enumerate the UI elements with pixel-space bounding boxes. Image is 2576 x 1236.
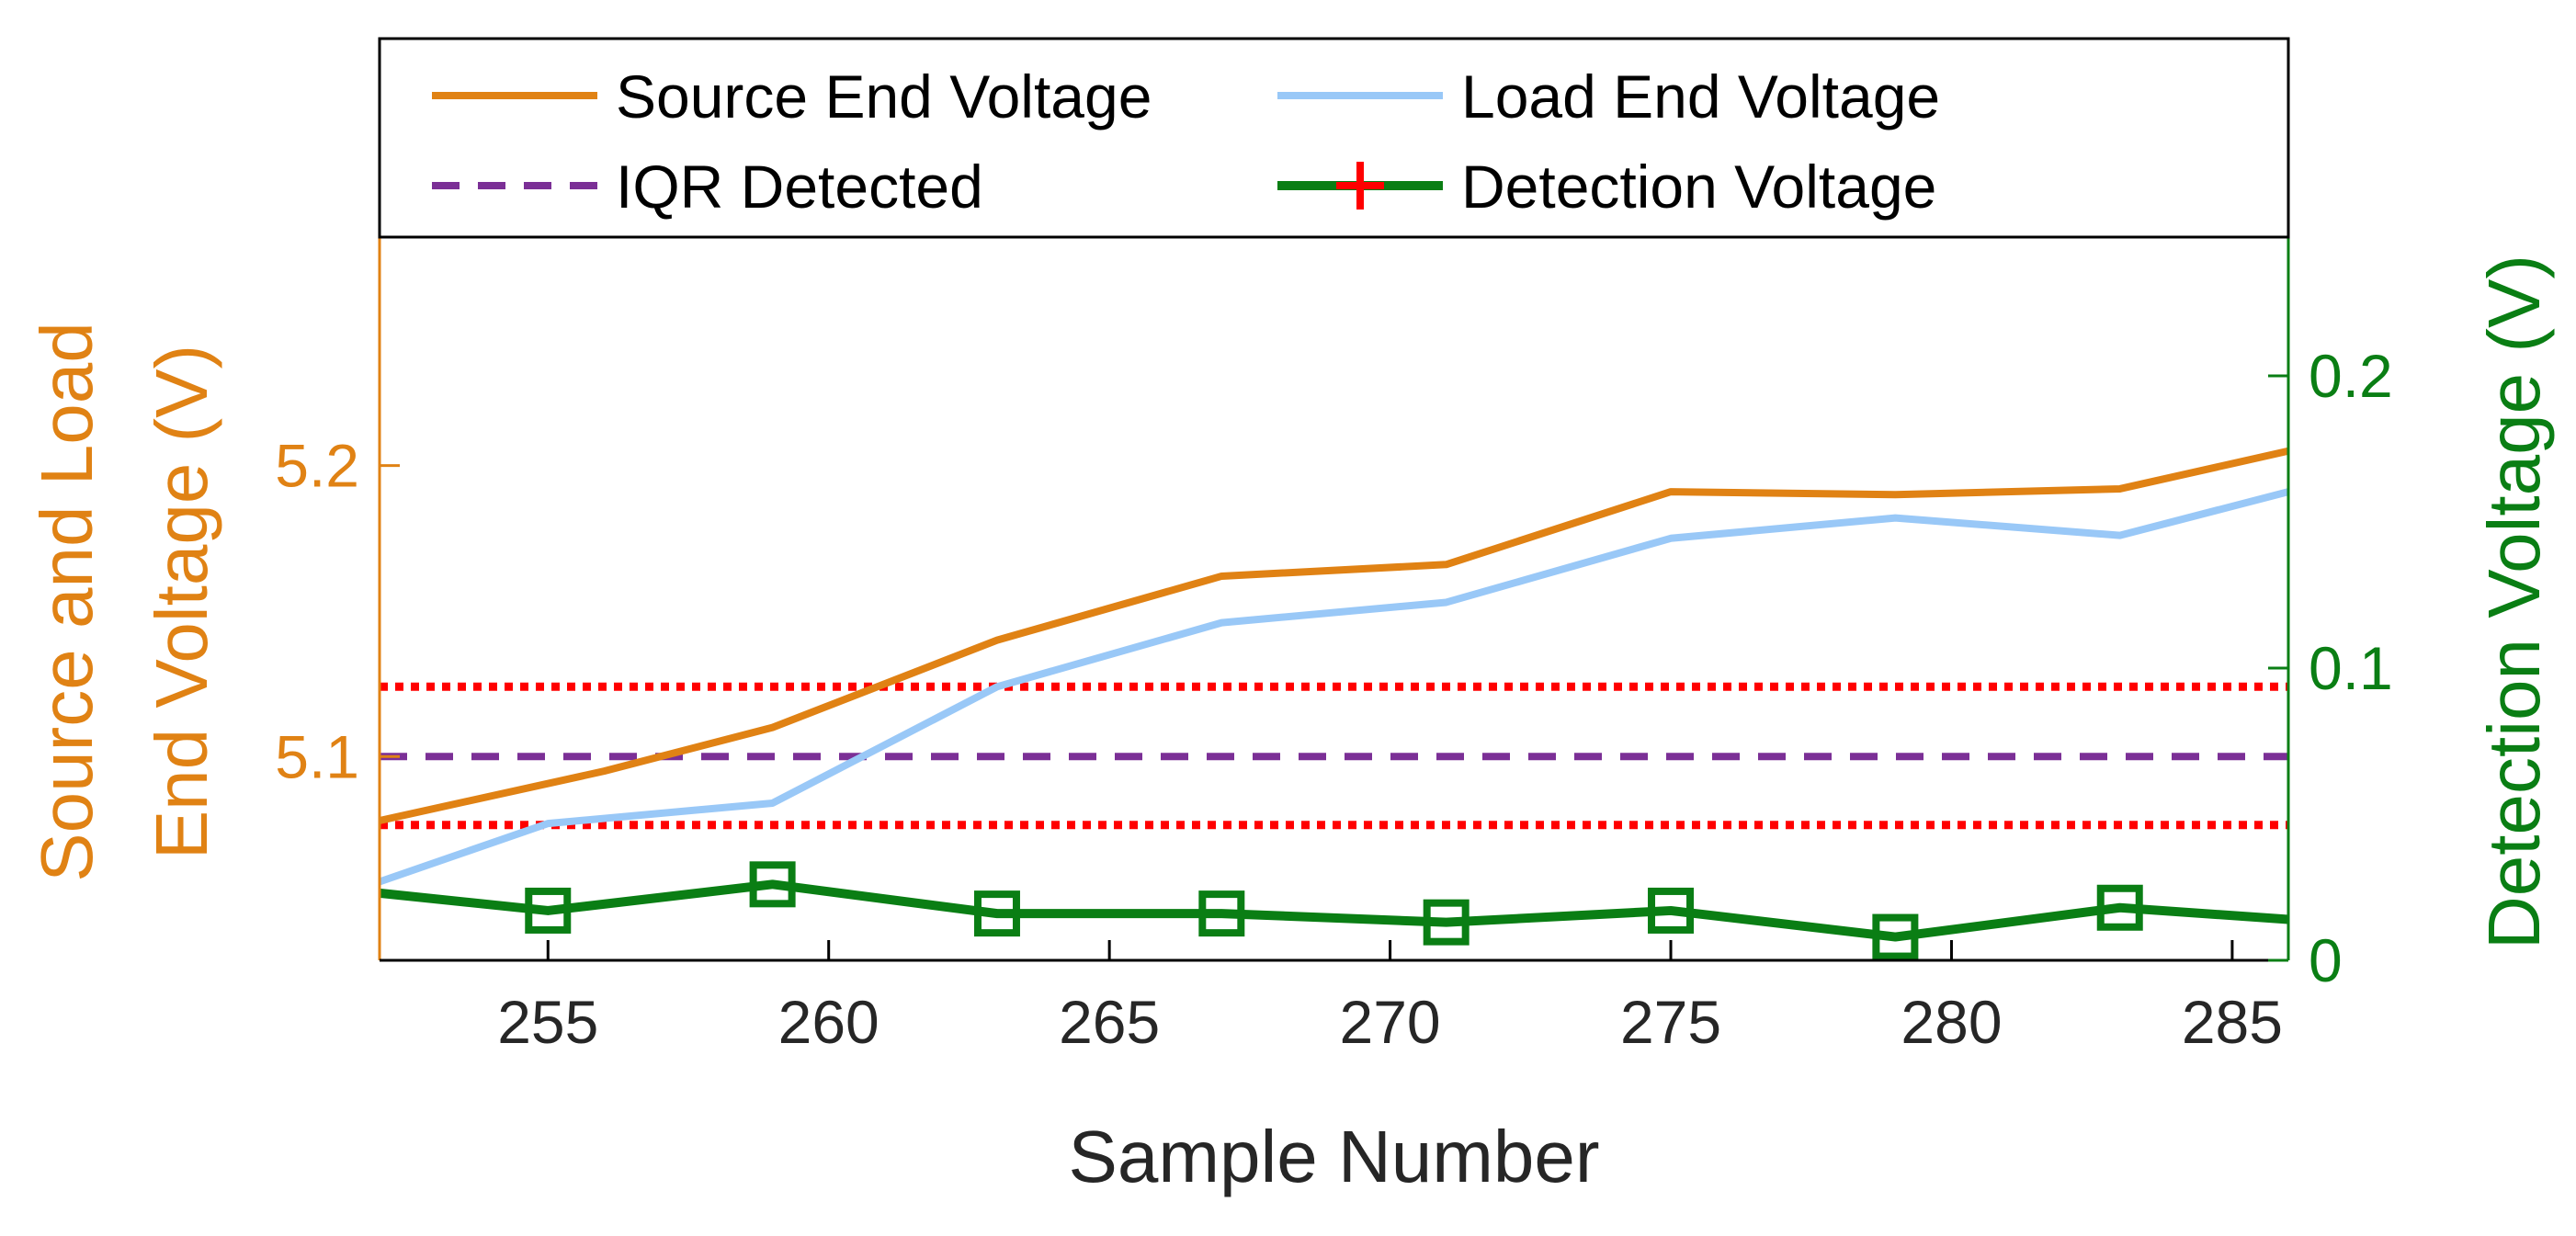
y-left-axis-title-line1: Source and Load bbox=[26, 322, 108, 881]
detection-marker bbox=[525, 887, 572, 934]
legend-item-detection: Detection Voltage bbox=[1277, 153, 1936, 221]
x-tick-label: 285 bbox=[2182, 988, 2283, 1056]
x-tick-label: 275 bbox=[1620, 988, 1721, 1056]
legend-label-iqr: IQR Detected bbox=[616, 153, 983, 221]
x-tick-label: 265 bbox=[1059, 988, 1160, 1056]
legend-item-source: Source End Voltage bbox=[432, 62, 1152, 130]
y-right-tick-label: 0.1 bbox=[2309, 634, 2393, 702]
detection-voltage-line bbox=[379, 879, 2289, 942]
detection-marker bbox=[2096, 884, 2143, 931]
y-left-tick-label: 5.1 bbox=[275, 722, 359, 790]
detection-marker bbox=[1872, 913, 1919, 960]
legend-label-detection: Detection Voltage bbox=[1461, 153, 1936, 221]
x-tick-label: 270 bbox=[1340, 988, 1441, 1056]
detection-marker bbox=[749, 861, 796, 908]
detection-marker bbox=[973, 890, 1020, 937]
y-right-tick-label: 0 bbox=[2309, 926, 2343, 994]
x-tick-label: 260 bbox=[778, 988, 879, 1056]
y-left-axis-title: Source and Load End Voltage (V) bbox=[26, 322, 222, 881]
source-end-voltage-line bbox=[379, 447, 2289, 824]
legend-item-load: Load End Voltage bbox=[1277, 62, 1940, 130]
load-end-voltage-line bbox=[378, 488, 2290, 886]
detection-marker bbox=[1423, 899, 1470, 946]
legend-label-source: Source End Voltage bbox=[616, 62, 1152, 130]
legend-item-iqr: IQR Detected bbox=[432, 153, 983, 221]
x-axis-title: Sample Number bbox=[1068, 1116, 1599, 1197]
y-left-tick-label: 5.2 bbox=[275, 432, 359, 500]
legend-box bbox=[378, 37, 2290, 239]
detection-marker bbox=[1648, 887, 1695, 934]
y-right-axis-title: Detection Voltage (V) bbox=[2473, 255, 2555, 949]
detection-marker bbox=[1198, 890, 1245, 937]
legend-label-load: Load End Voltage bbox=[1461, 62, 1940, 130]
x-tick-label: 280 bbox=[1901, 988, 2002, 1056]
y-left-axis-title-line2: End Voltage (V) bbox=[141, 345, 222, 859]
y-right-tick-label: 0.2 bbox=[2309, 342, 2393, 410]
x-tick-label: 255 bbox=[497, 988, 598, 1056]
